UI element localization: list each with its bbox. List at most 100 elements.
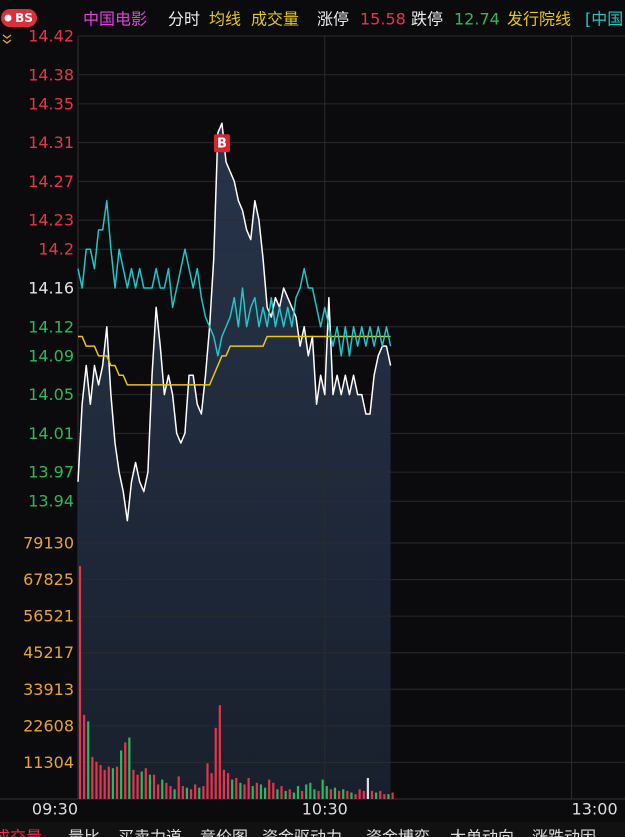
tab-bar [0, 822, 625, 837]
legend-volume: 成交量 [251, 10, 299, 29]
volume-bar [317, 790, 320, 799]
volume-bar [276, 789, 279, 799]
volume-bar [391, 792, 394, 799]
volume-bar [189, 789, 193, 799]
y-tick-label: 14.27 [28, 172, 74, 191]
sector: 发行院线 [507, 10, 571, 29]
volume-bar [251, 786, 254, 799]
volume-bar [218, 705, 221, 799]
volume-bar [78, 566, 82, 799]
price-area [78, 123, 391, 799]
volume-bar [87, 721, 90, 799]
volume-bar [239, 782, 242, 799]
volume-bar [83, 714, 86, 799]
tab[interactable]: 买卖力道 [118, 828, 182, 837]
volume-bar [214, 727, 217, 799]
volume-bar [280, 786, 283, 799]
y-tick-label: 14.12 [28, 317, 74, 336]
trade-marker [213, 134, 230, 153]
tab[interactable]: 量比 [68, 828, 100, 837]
limit-up-label: 涨停 [317, 10, 349, 29]
volume-bar [247, 777, 250, 799]
volume-bar [375, 792, 378, 799]
badge-text: BS [15, 11, 33, 25]
volume-bar [161, 779, 164, 799]
tab[interactable]: 涨跌动因 [532, 828, 596, 837]
volume-bar [338, 790, 341, 799]
tab[interactable]: 资金博弈 [366, 828, 430, 837]
collapse-icon[interactable] [2, 34, 12, 44]
volume-bar [99, 765, 102, 799]
volume-bar [210, 773, 213, 799]
volume-bar [387, 794, 390, 799]
volume-bar [185, 787, 189, 799]
y-tick-label: 14.01 [28, 424, 74, 443]
y-tick-label: 79130 [23, 534, 74, 553]
volume-bar [152, 774, 156, 799]
volume-bar [309, 782, 312, 799]
volume-bar [329, 789, 332, 799]
tab[interactable]: 资金驱动力 [262, 828, 342, 837]
volume-bar [346, 790, 349, 799]
volume-bar [115, 766, 119, 799]
volume-bar [255, 782, 258, 799]
tab[interactable]: 竞价图 [200, 828, 248, 837]
volume-bar [124, 742, 127, 799]
volume-bar [95, 761, 98, 799]
volume-bar [263, 787, 267, 799]
volume-bar [206, 763, 209, 799]
y-tick-label: 14.42 [28, 27, 74, 46]
volume-bar [284, 790, 287, 799]
volume-bar [157, 784, 160, 799]
tab[interactable]: 成交量 [0, 828, 42, 837]
volume-bar [350, 792, 353, 799]
y-tick-label: 14.38 [28, 65, 74, 84]
y-tick-label: 13.94 [28, 492, 74, 511]
y-tick-label: 45217 [23, 643, 74, 662]
volume-bar [169, 786, 172, 799]
volume-bar [259, 784, 263, 799]
line [77, 122, 392, 522]
volume-bar [148, 774, 152, 799]
y-tick-label: 33913 [23, 680, 74, 699]
y-tick-label: 14.05 [28, 385, 74, 404]
volume-bar [292, 792, 295, 799]
y-tick-label: 13.97 [28, 463, 74, 482]
limit-down: 12.74 [454, 10, 500, 29]
volume-bar [107, 766, 110, 799]
volume-bar [128, 737, 131, 799]
volume-bar [235, 777, 238, 799]
volume-bar [305, 784, 308, 799]
volume-bar [243, 784, 246, 799]
legend-avg: 均线 [209, 10, 241, 29]
volume-bar [140, 771, 143, 799]
y-tick-label: 11304 [23, 753, 74, 772]
trade-marker-label: B [217, 137, 227, 152]
x-tick-label: 13:00 [572, 800, 618, 819]
volume-bar [222, 769, 226, 799]
y-tick-label: 14.23 [28, 211, 74, 230]
volume-bar [354, 794, 357, 799]
y-tick-label: 14.16 [28, 279, 74, 298]
y-tick-label: 14.35 [28, 94, 74, 113]
y-tick-label: 14.2 [38, 240, 74, 259]
volume-bar [362, 790, 365, 799]
tab[interactable]: 大单动向 [450, 828, 514, 837]
volume-bar [198, 787, 201, 799]
volume-bar [181, 786, 184, 799]
volume-bar [91, 756, 94, 799]
volume-bar [103, 769, 106, 799]
badge-dot [4, 14, 12, 22]
volume-bar [226, 773, 230, 799]
y-tick-label: 22608 [23, 716, 74, 735]
badge[interactable] [1, 9, 37, 27]
limit-up: 15.58 [360, 10, 406, 29]
volume-bar [296, 786, 300, 799]
volume-bar [268, 779, 271, 799]
line [77, 200, 392, 357]
volume-bar [202, 786, 205, 799]
volume-bar [194, 784, 197, 799]
x-tick-label: 09:30 [32, 800, 78, 819]
volume-bar [300, 790, 304, 799]
volume-bar [165, 782, 168, 799]
